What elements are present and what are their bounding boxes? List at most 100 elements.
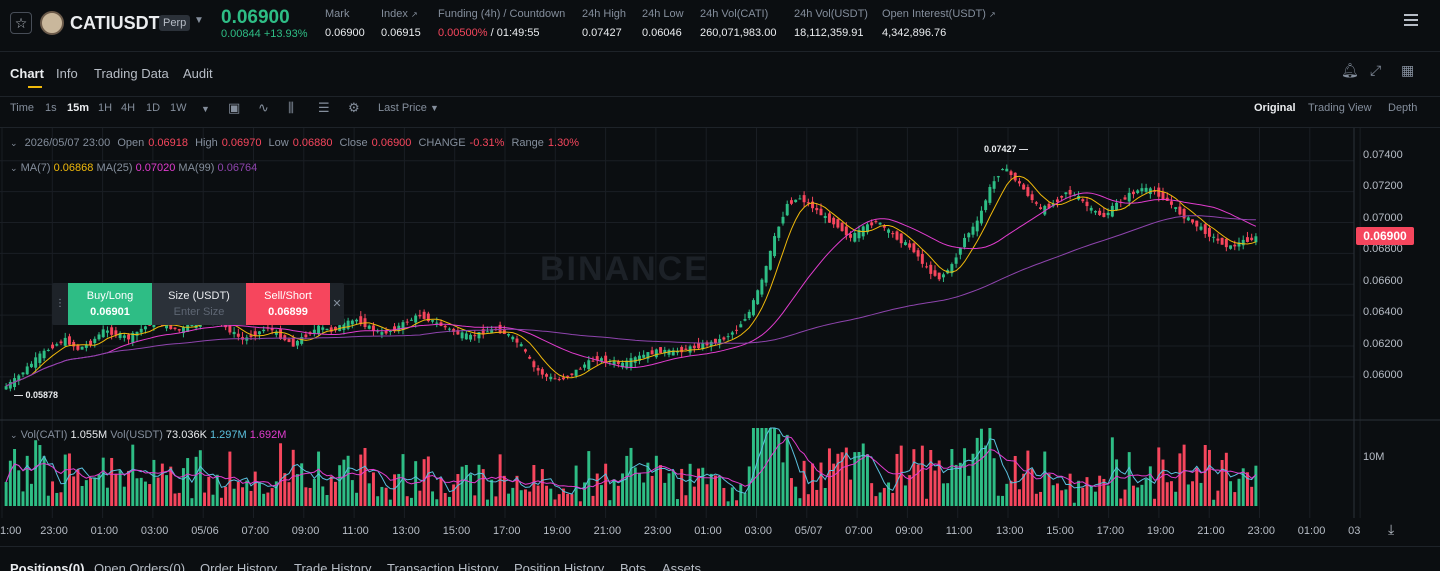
stat-mark-label[interactable]: Mark (325, 8, 350, 20)
candle-body (1106, 212, 1110, 216)
view-trading-view[interactable]: Trading View (1308, 102, 1372, 114)
interval-1s[interactable]: 1s (45, 102, 57, 114)
volume-bar (663, 482, 667, 506)
chevron-down-icon[interactable]: ▼ (194, 15, 204, 26)
price-axis-label: 0.07400 (1363, 149, 1403, 161)
volume-bar (1216, 490, 1220, 506)
candle-body (274, 331, 278, 335)
candle-body (127, 334, 131, 340)
expand-icon[interactable]: ⤢ (1370, 62, 1382, 78)
stat-oi-label[interactable]: Open Interest(USDT) ↗ (882, 8, 996, 20)
bell-icon[interactable]: 🔔︎ (1341, 62, 1359, 78)
volume-bar (1165, 482, 1169, 506)
volume-bar (815, 489, 819, 506)
volume-bar (933, 470, 937, 506)
volume-bar (1127, 452, 1131, 506)
volume-bar (139, 477, 143, 506)
volume-bar (701, 467, 705, 506)
volume-bar (545, 485, 549, 506)
tab-positions[interactable]: Positions(0) (10, 561, 85, 571)
divider (0, 96, 1440, 97)
interval-1h[interactable]: 1H (98, 102, 113, 114)
volume-bar (194, 456, 198, 506)
candle-body (595, 356, 599, 361)
volume-bar (409, 497, 413, 506)
volume-bar (59, 492, 63, 506)
gear-icon[interactable]: ⚙ (348, 100, 360, 115)
volume-bar (114, 473, 118, 506)
time-axis-label: 11:00 (342, 525, 369, 537)
candlestick-chart[interactable] (0, 128, 1440, 543)
volume-bar (899, 445, 903, 506)
drag-handle-icon[interactable]: ⋮ (55, 298, 65, 309)
tab-open-orders[interactable]: Open Orders(0) (94, 561, 186, 571)
volume-bar (262, 493, 266, 506)
tab-order-history[interactable]: Order History (200, 561, 278, 571)
volume-bar (127, 470, 131, 506)
menu-icon[interactable] (1404, 14, 1418, 26)
volume-bar (160, 463, 164, 506)
volume-bar (984, 445, 988, 506)
ma25-line (5, 192, 1257, 387)
candle-body (17, 375, 21, 381)
candle-body (8, 381, 12, 389)
candle-body (975, 220, 979, 232)
scroll-to-latest-icon[interactable]: ⤓ (1388, 521, 1395, 537)
volume-bar (1140, 484, 1144, 506)
tab-bots[interactable]: Bots (620, 561, 647, 571)
interval-time[interactable]: Time (10, 102, 35, 114)
candle-body (181, 327, 185, 334)
divider (0, 127, 1440, 128)
tab-chart[interactable]: Chart (10, 66, 44, 81)
view-depth[interactable]: Depth (1388, 102, 1418, 114)
tab-audit[interactable]: Audit (183, 66, 213, 81)
grid-layout-icon[interactable]: ▦ (1401, 62, 1415, 78)
size-input[interactable]: Size (USDT) Enter Size (152, 283, 246, 325)
volume-bar (857, 451, 861, 506)
price-type-select[interactable]: Last Price ▼ (378, 102, 439, 114)
interval-1d[interactable]: 1D (146, 102, 161, 114)
volume-bar (1220, 460, 1224, 506)
close-icon[interactable]: ✕ (332, 298, 342, 310)
candle-body (485, 331, 489, 333)
candle-body (1039, 207, 1043, 210)
view-original[interactable]: Original (1254, 102, 1296, 114)
symbol-name[interactable]: CATIUSDT (70, 13, 160, 33)
buy-long-button[interactable]: Buy/Long 0.06901 (68, 283, 152, 325)
candle-body (447, 328, 451, 330)
tab-position-history[interactable]: Position History (514, 561, 605, 571)
candle-body (979, 210, 983, 224)
tab-info[interactable]: Info (56, 66, 78, 81)
volume-bar (557, 494, 561, 506)
interval-15m[interactable]: 15m (67, 102, 90, 114)
settings-sliders-icon[interactable]: ☰ (318, 100, 330, 115)
interval-1w[interactable]: 1W (170, 102, 187, 114)
interval-more-chevron-icon[interactable]: ▼ (201, 104, 210, 114)
candle-body (1026, 187, 1030, 196)
volume-bar (604, 463, 608, 506)
candle-type-icon[interactable]: ⫼ (288, 100, 294, 115)
tab-assets[interactable]: Assets (662, 561, 702, 571)
volume-bar (1119, 498, 1123, 506)
favorite-star-icon[interactable]: ☆ (10, 12, 32, 34)
volume-bar (561, 488, 565, 506)
indicator-icon[interactable]: ∿ (258, 100, 269, 115)
volume-bar (1055, 483, 1059, 506)
volume-bar (992, 458, 996, 506)
volume-bar (439, 477, 443, 506)
interval-4h[interactable]: 4H (121, 102, 136, 114)
tab-trade-history[interactable]: Trade History (294, 561, 372, 571)
sell-short-button[interactable]: Sell/Short 0.06899 (246, 283, 330, 325)
volume-bar (435, 499, 439, 506)
volume-bar (802, 460, 806, 506)
volume-bar (637, 472, 641, 506)
volume-bar (722, 487, 726, 506)
tab-trading-data[interactable]: Trading Data (94, 66, 169, 81)
tab-transaction-history[interactable]: Transaction History (387, 561, 499, 571)
candle-body (414, 315, 418, 323)
candle-body (553, 378, 557, 380)
candle-body (169, 322, 173, 330)
stat-index-label[interactable]: Index ↗ (381, 8, 418, 20)
volume-bar (684, 495, 688, 506)
calendar-icon[interactable]: ▣ (228, 100, 241, 115)
